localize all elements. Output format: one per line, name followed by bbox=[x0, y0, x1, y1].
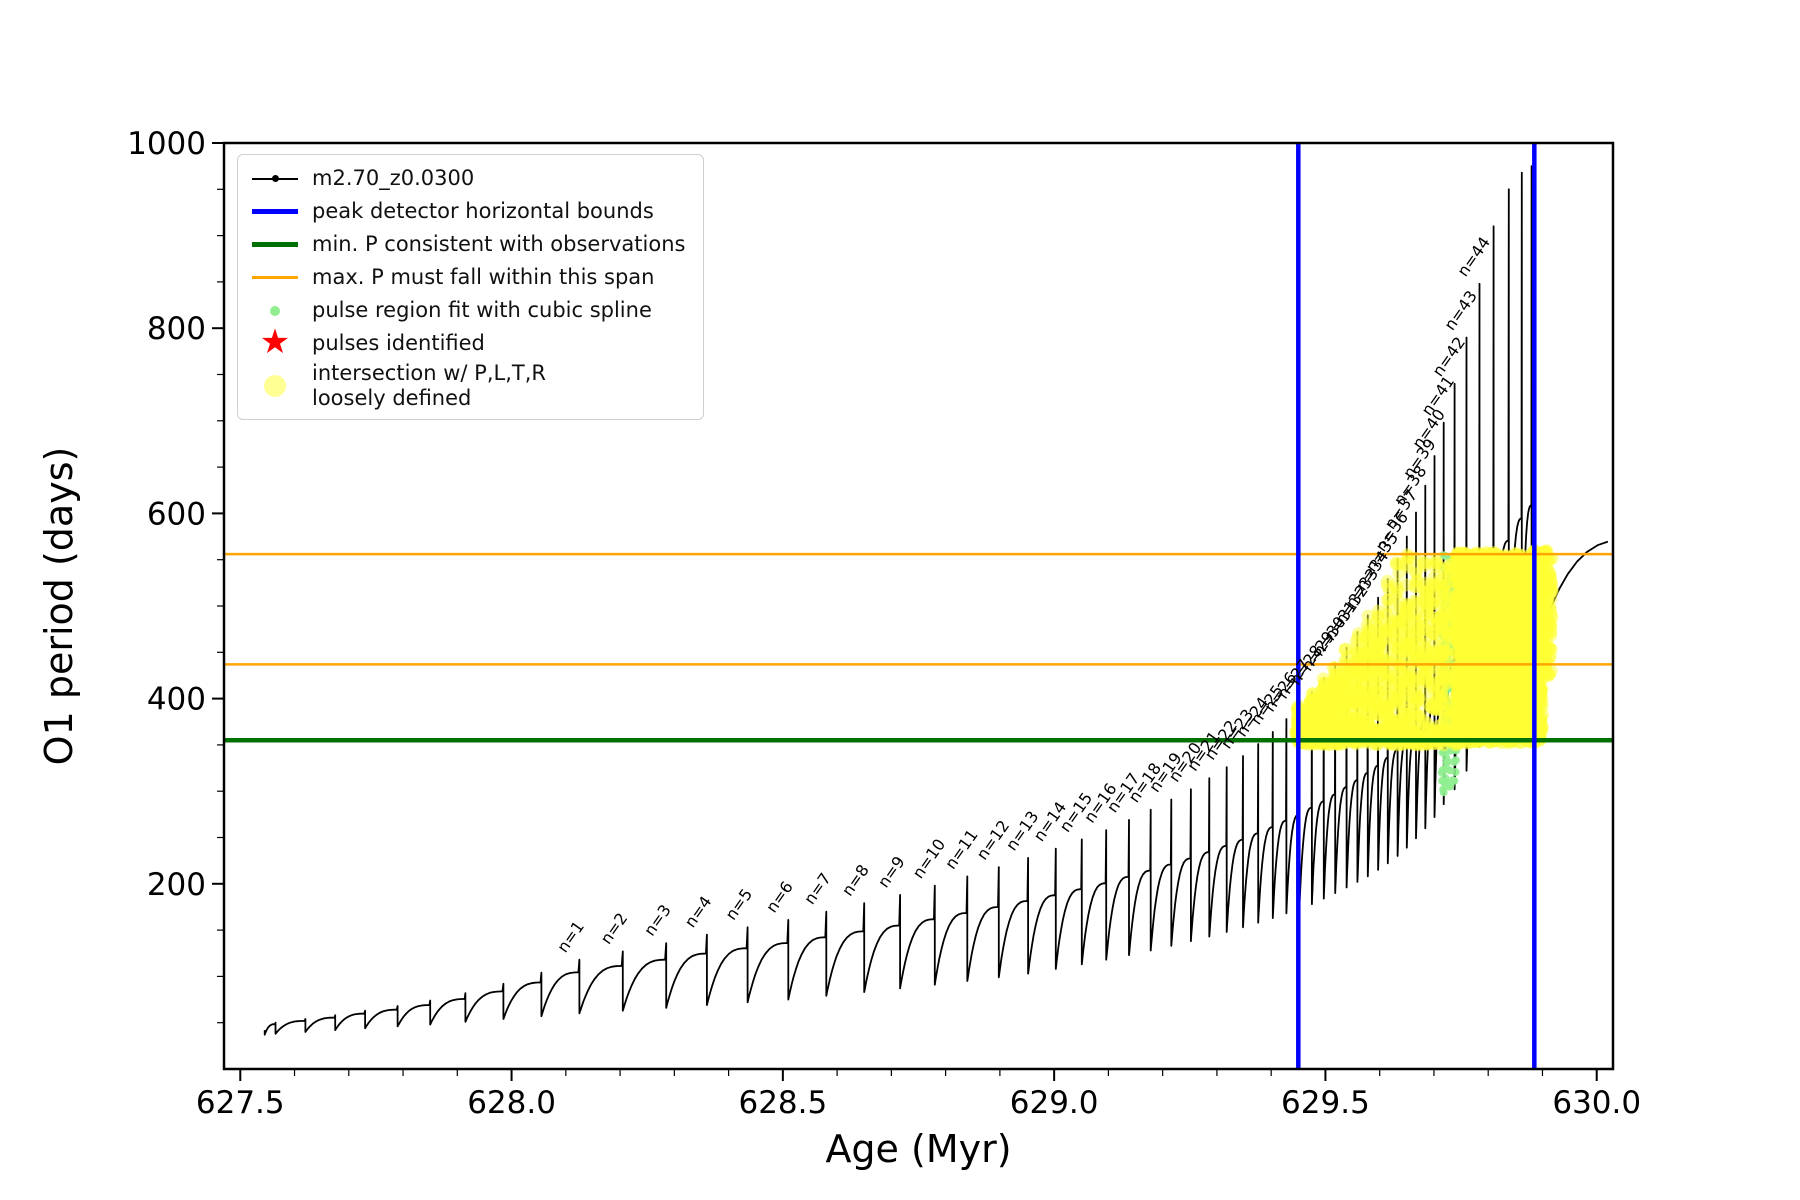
legend-label-series: m2.70_z0.0300 bbox=[312, 166, 475, 191]
y-tick-label: 600 bbox=[147, 496, 206, 532]
legend-label-spline-fit: pulse region fit with cubic spline bbox=[312, 298, 652, 323]
line-icon bbox=[252, 209, 298, 214]
y-tick-label: 400 bbox=[147, 682, 206, 718]
dot-icon bbox=[271, 175, 279, 182]
legend-item-pulses-identified: ★ pulses identified bbox=[248, 325, 685, 359]
legend-label-intersection: intersection w/ P,L,T,R loosely defined bbox=[312, 361, 546, 410]
legend-item-max-period-span: max. P must fall within this span bbox=[248, 262, 685, 293]
line-icon bbox=[252, 276, 298, 279]
legend-marker-yellow-dot bbox=[248, 371, 302, 401]
intersection-points bbox=[1289, 544, 1559, 752]
legend-item-series: m2.70_z0.0300 bbox=[248, 163, 685, 194]
x-tick-label: 627.5 bbox=[196, 1085, 285, 1121]
legend-marker-series-line bbox=[248, 164, 302, 194]
legend-item-intersection: intersection w/ P,L,T,R loosely defined bbox=[248, 361, 685, 411]
x-tick-label: 629.5 bbox=[1281, 1085, 1370, 1121]
legend-label-min-period: min. P consistent with observations bbox=[312, 232, 686, 257]
legend-marker-red-star: ★ bbox=[248, 325, 302, 359]
legend-marker-green-dot bbox=[248, 296, 302, 326]
y-tick-label: 800 bbox=[147, 311, 206, 347]
dot-icon bbox=[270, 305, 280, 316]
dot-icon bbox=[264, 374, 286, 397]
pulse-curve bbox=[263, 165, 1609, 1036]
y-tick-label: 1000 bbox=[127, 126, 206, 162]
legend-marker-green-line bbox=[248, 230, 302, 260]
y-tick-label: 200 bbox=[147, 867, 206, 903]
x-tick-label: 630.0 bbox=[1552, 1085, 1641, 1121]
legend-label-max-period-span: max. P must fall within this span bbox=[312, 265, 655, 290]
legend-item-peak-bounds: peak detector horizontal bounds bbox=[248, 196, 685, 227]
x-tick-label: 628.0 bbox=[467, 1085, 556, 1121]
x-axis-label: Age (Myr) bbox=[825, 1127, 1011, 1171]
legend-label-pulses-identified: pulses identified bbox=[312, 331, 485, 356]
line-icon bbox=[252, 242, 298, 247]
star-icon: ★ bbox=[259, 321, 291, 362]
axes: 627.5 628.0 628.5 629.0 629.5 630.0 200 400 600 8… bbox=[37, 126, 1641, 1171]
legend: m2.70_z0.0300 peak detector horizontal b… bbox=[237, 154, 705, 420]
legend-label-peak-bounds: peak detector horizontal bounds bbox=[312, 199, 654, 224]
x-tick-label: 628.5 bbox=[738, 1085, 827, 1121]
legend-item-spline-fit: pulse region fit with cubic spline bbox=[248, 295, 685, 326]
legend-item-min-period: min. P consistent with observations bbox=[248, 229, 685, 260]
legend-marker-orange-line bbox=[248, 263, 302, 293]
legend-marker-blue-line bbox=[248, 197, 302, 227]
y-axis-label: O1 period (days) bbox=[37, 447, 81, 766]
plot-area bbox=[263, 165, 1609, 1036]
x-tick-label: 629.0 bbox=[1010, 1085, 1099, 1121]
